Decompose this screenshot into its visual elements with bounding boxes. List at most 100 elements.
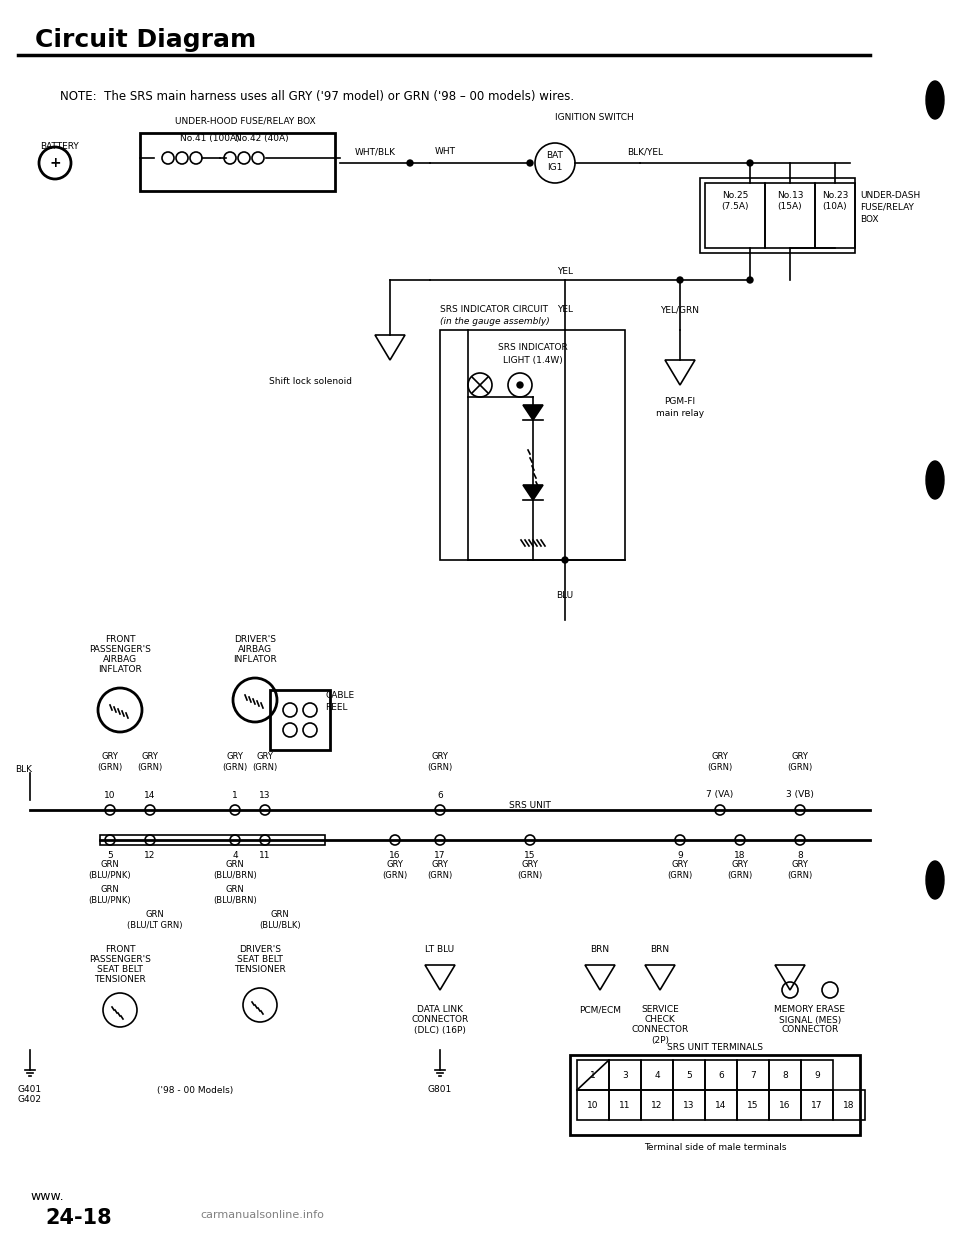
Text: GRY
(GRN): GRY (GRN) xyxy=(252,753,277,771)
Text: DRIVER'S: DRIVER'S xyxy=(234,636,276,645)
Bar xyxy=(440,330,625,560)
Bar xyxy=(673,1090,705,1120)
Text: 9: 9 xyxy=(814,1071,820,1079)
Text: +: + xyxy=(49,156,60,170)
Text: 4: 4 xyxy=(232,851,238,859)
Text: SRS UNIT TERMINALS: SRS UNIT TERMINALS xyxy=(667,1043,763,1052)
Text: FUSE/RELAY: FUSE/RELAY xyxy=(860,202,914,211)
Circle shape xyxy=(747,160,753,166)
Circle shape xyxy=(517,383,523,388)
Text: No.13: No.13 xyxy=(777,190,804,200)
Text: YEL: YEL xyxy=(557,306,573,314)
Text: SEAT BELT: SEAT BELT xyxy=(237,955,283,965)
Text: 1: 1 xyxy=(590,1071,596,1079)
Bar xyxy=(641,1059,673,1090)
Text: G401: G401 xyxy=(18,1086,42,1094)
Text: INFLATOR: INFLATOR xyxy=(233,656,276,664)
Text: SERVICE: SERVICE xyxy=(641,1006,679,1015)
Text: SRS UNIT: SRS UNIT xyxy=(509,801,551,810)
Text: 5: 5 xyxy=(686,1071,692,1079)
Text: Circuit Diagram: Circuit Diagram xyxy=(35,29,256,52)
Text: GRN
(BLU/PNK): GRN (BLU/PNK) xyxy=(88,861,132,879)
Text: G801: G801 xyxy=(428,1086,452,1094)
Text: PGM-FI: PGM-FI xyxy=(664,397,696,406)
Text: 16: 16 xyxy=(389,851,400,859)
Text: PCM/ECM: PCM/ECM xyxy=(579,1006,621,1015)
Text: FRONT: FRONT xyxy=(105,945,135,955)
Text: (10A): (10A) xyxy=(823,202,848,211)
Text: GRN
(BLU/PNK): GRN (BLU/PNK) xyxy=(88,886,132,904)
Bar xyxy=(641,1090,673,1120)
Bar xyxy=(673,1059,705,1090)
Text: BLK/YEL: BLK/YEL xyxy=(627,148,663,156)
Text: 10: 10 xyxy=(588,1100,599,1109)
Text: 4: 4 xyxy=(654,1071,660,1079)
Bar xyxy=(769,1090,801,1120)
Text: carmanualsonline.info: carmanualsonline.info xyxy=(200,1210,324,1220)
Text: 12: 12 xyxy=(651,1100,662,1109)
Text: NOTE:  The SRS main harness uses all GRY ('97 model) or GRN ('98 – 00 models) wi: NOTE: The SRS main harness uses all GRY … xyxy=(60,89,574,103)
Text: WHT: WHT xyxy=(435,148,455,156)
Text: BRN: BRN xyxy=(590,945,610,955)
Bar xyxy=(705,1090,737,1120)
Text: 7: 7 xyxy=(750,1071,756,1079)
Text: LT BLU: LT BLU xyxy=(425,945,455,955)
Text: UNDER-DASH: UNDER-DASH xyxy=(860,190,921,200)
Bar xyxy=(737,1090,769,1120)
Text: GRY
(GRN): GRY (GRN) xyxy=(137,753,162,771)
Text: PASSENGER'S: PASSENGER'S xyxy=(89,955,151,965)
Bar xyxy=(769,1059,801,1090)
Text: REEL: REEL xyxy=(325,703,348,712)
Circle shape xyxy=(747,277,753,283)
Text: www.: www. xyxy=(30,1190,63,1203)
Text: 13: 13 xyxy=(259,790,271,800)
Text: SEAT BELT: SEAT BELT xyxy=(97,965,143,975)
Text: SRS INDICATOR CIRCUIT: SRS INDICATOR CIRCUIT xyxy=(440,306,548,314)
Text: TENSIONER: TENSIONER xyxy=(94,975,146,985)
Bar xyxy=(700,178,855,253)
Text: INFLATOR: INFLATOR xyxy=(98,666,142,674)
Text: 9: 9 xyxy=(677,851,683,859)
Text: GRY
(GRN): GRY (GRN) xyxy=(667,861,692,879)
Text: No.25: No.25 xyxy=(722,190,748,200)
Text: BOX: BOX xyxy=(860,215,878,224)
Bar xyxy=(815,183,855,248)
Text: CONNECTOR: CONNECTOR xyxy=(412,1016,468,1025)
Text: 1: 1 xyxy=(232,790,238,800)
Bar xyxy=(737,1059,769,1090)
Text: GRY
(GRN): GRY (GRN) xyxy=(787,753,812,771)
Text: DATA LINK: DATA LINK xyxy=(417,1006,463,1015)
Text: 15: 15 xyxy=(747,1100,758,1109)
Text: AIRBAG: AIRBAG xyxy=(103,656,137,664)
Text: ('98 - 00 Models): ('98 - 00 Models) xyxy=(156,1086,233,1094)
Text: 11: 11 xyxy=(259,851,271,859)
Text: AIRBAG: AIRBAG xyxy=(238,646,272,655)
Text: Terminal side of male terminals: Terminal side of male terminals xyxy=(644,1144,786,1153)
Text: SRS INDICATOR: SRS INDICATOR xyxy=(498,344,568,353)
Text: 13: 13 xyxy=(684,1100,695,1109)
Text: 18: 18 xyxy=(734,851,746,859)
Ellipse shape xyxy=(926,861,944,899)
Text: main relay: main relay xyxy=(656,409,704,417)
Bar xyxy=(765,183,815,248)
Bar xyxy=(801,1059,833,1090)
Text: PASSENGER'S: PASSENGER'S xyxy=(89,646,151,655)
Text: 10: 10 xyxy=(105,790,116,800)
Bar xyxy=(609,1059,641,1090)
Text: Shift lock solenoid: Shift lock solenoid xyxy=(269,378,352,386)
Text: CONNECTOR: CONNECTOR xyxy=(781,1026,839,1035)
Bar xyxy=(577,1090,609,1120)
Text: 18: 18 xyxy=(843,1100,854,1109)
Text: BAT: BAT xyxy=(546,150,564,159)
Text: 7 (VA): 7 (VA) xyxy=(707,790,733,800)
Text: LIGHT (1.4W): LIGHT (1.4W) xyxy=(503,355,563,364)
Polygon shape xyxy=(523,405,543,420)
Bar xyxy=(270,691,330,750)
Ellipse shape xyxy=(926,81,944,119)
Text: IG1: IG1 xyxy=(547,164,563,173)
Text: GRN
(BLU/LT GRN): GRN (BLU/LT GRN) xyxy=(128,910,182,930)
Text: GRY
(GRN): GRY (GRN) xyxy=(427,753,452,771)
Text: CHECK: CHECK xyxy=(644,1016,676,1025)
Text: 6: 6 xyxy=(437,790,443,800)
Text: 16: 16 xyxy=(780,1100,791,1109)
